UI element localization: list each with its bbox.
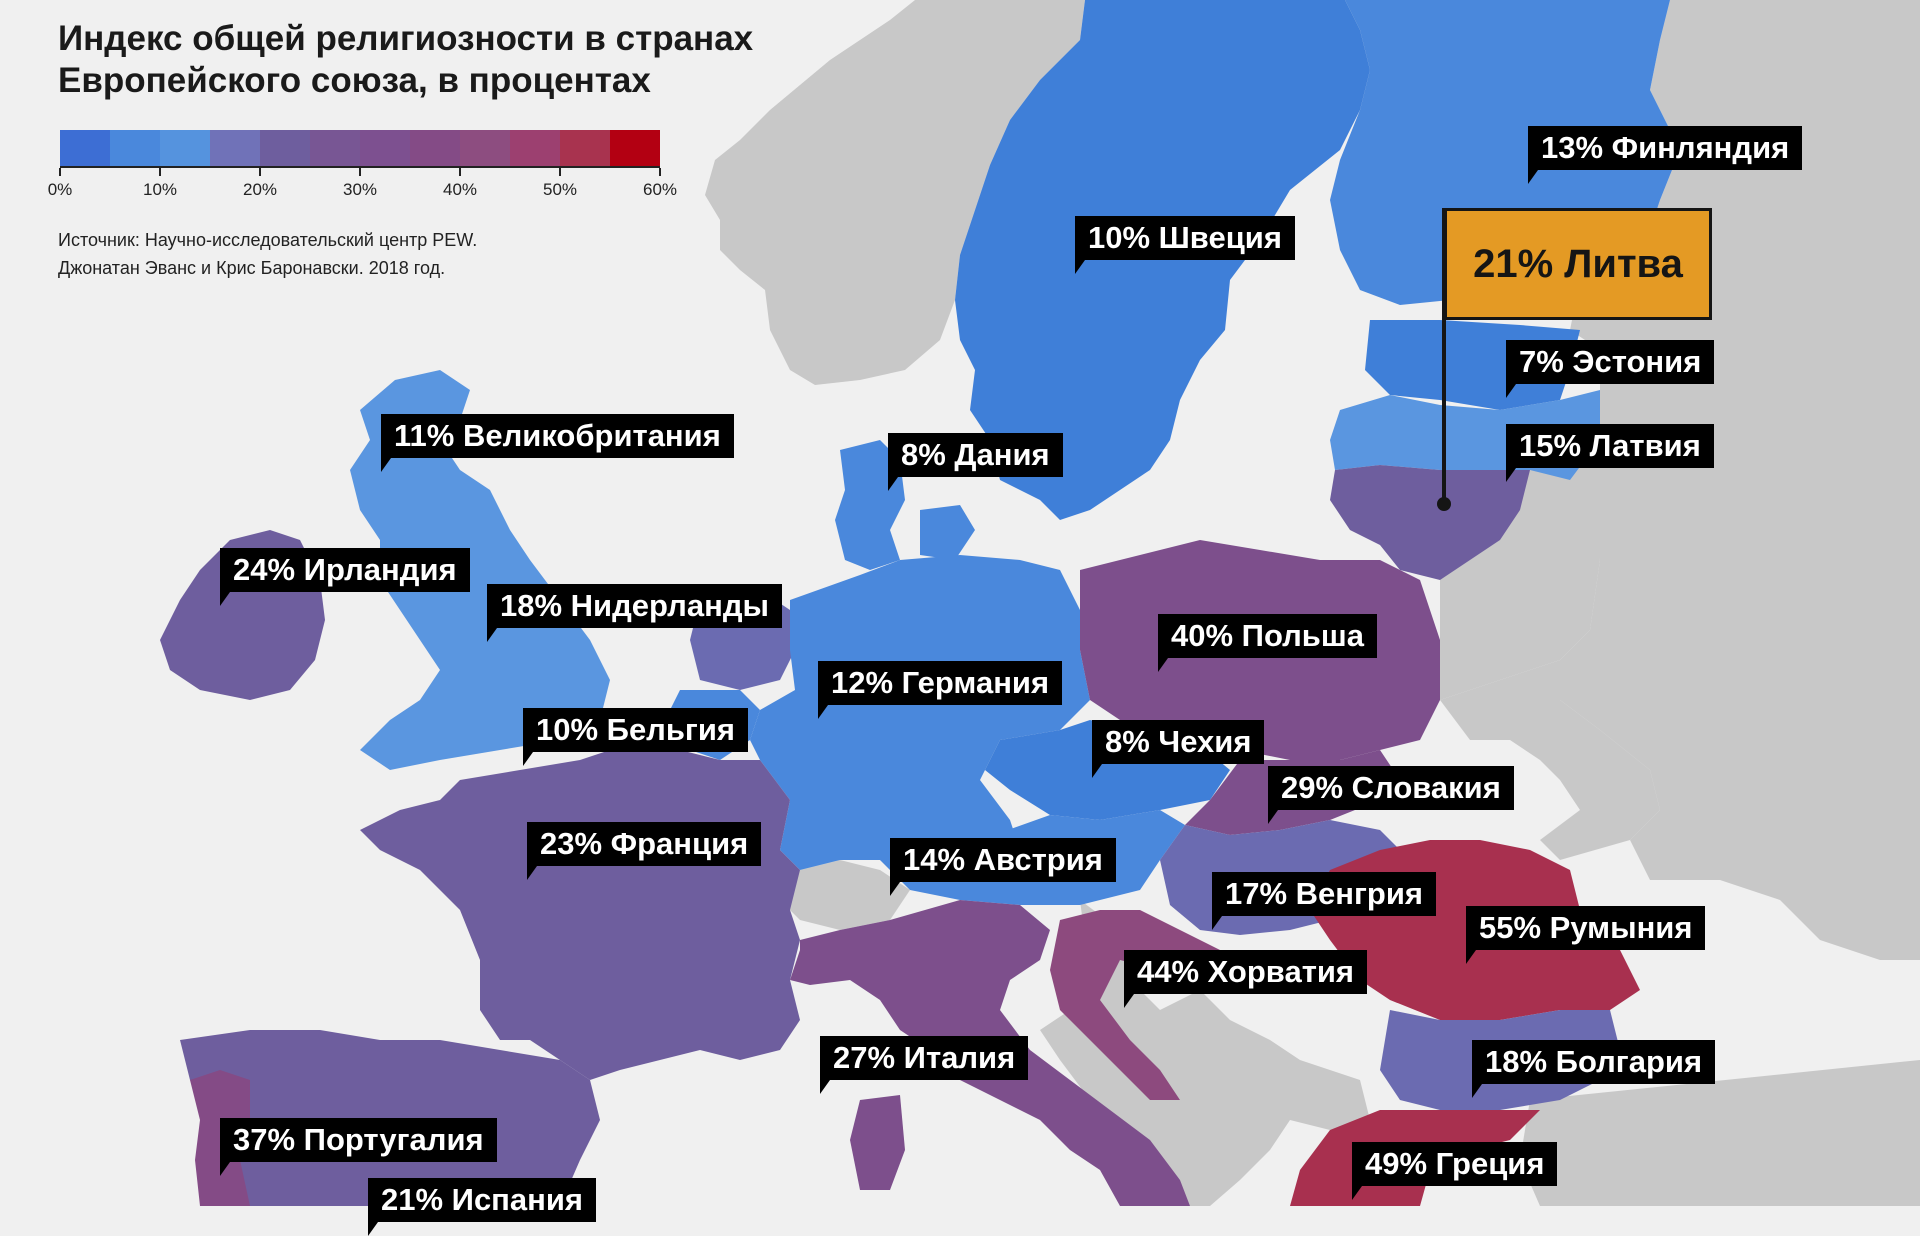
- scale-tick-label: 50%: [542, 180, 578, 199]
- label-croatia: 44% Хорватия: [1124, 950, 1368, 1008]
- scale-tick: [659, 168, 661, 176]
- scale-segment: [260, 130, 310, 166]
- label-lithuania-featured: 21% Литва: [1444, 208, 1712, 320]
- source-line-2: Джонатан Эванс и Крис Баронавски. 2018 г…: [58, 258, 446, 278]
- scale-tick-label: 30%: [342, 180, 378, 199]
- scale-segment: [610, 130, 660, 166]
- label-france: 23% Франция: [527, 822, 762, 880]
- label-uk: 11% Великобритания: [381, 414, 734, 472]
- label-denmark: 8% Дания: [888, 433, 1063, 491]
- label-belgium: 10% Бельгия: [523, 708, 748, 766]
- scale-tick-label: 40%: [442, 180, 478, 199]
- label-czechia: 8% Чехия: [1092, 720, 1265, 778]
- scale-tick: [59, 168, 61, 176]
- source-note: Источник: Научно-исследовательский центр…: [58, 226, 477, 282]
- title-line-2: Европейского союза, в процентах: [58, 61, 651, 100]
- label-bulgaria: 18% Болгария: [1472, 1040, 1716, 1098]
- color-scale-bar: [60, 130, 660, 166]
- scale-segment: [160, 130, 210, 166]
- label-spain: 21% Испания: [368, 1178, 597, 1236]
- label-ireland: 24% Ирландия: [220, 548, 470, 606]
- label-poland: 40% Польша: [1158, 614, 1377, 672]
- scale-tick-label: 0%: [47, 180, 73, 199]
- scale-tick-label: 10%: [142, 180, 178, 199]
- scale-segment: [510, 130, 560, 166]
- color-scale-legend: 0% 10% 20% 30% 40% 50% 60%: [48, 130, 677, 199]
- scale-segment: [310, 130, 360, 166]
- color-scale-axis: 0% 10% 20% 30% 40% 50% 60%: [48, 166, 677, 199]
- sweden-shape: [955, 0, 1370, 520]
- scale-tick-label: 60%: [642, 180, 678, 199]
- lithuania-shape: [1330, 465, 1530, 580]
- scale-tick: [159, 168, 161, 176]
- scale-segment: [360, 130, 410, 166]
- label-romania: 55% Румыния: [1466, 906, 1706, 964]
- label-estonia: 7% Эстония: [1506, 340, 1715, 398]
- scale-tick: [259, 168, 261, 176]
- scale-segment: [410, 130, 460, 166]
- label-sweden: 10% Швеция: [1075, 216, 1295, 274]
- switzerland-shape: [780, 860, 910, 930]
- france-shape: [360, 740, 800, 1080]
- lithuania-pin-line: [1442, 208, 1446, 508]
- scale-segment: [60, 130, 110, 166]
- germany-shape: [750, 555, 1090, 880]
- label-netherlands: 18% Нидерланды: [487, 584, 782, 642]
- label-slovakia: 29% Словакия: [1268, 766, 1514, 824]
- label-hungary: 17% Венгрия: [1212, 872, 1437, 930]
- norway-shape: [705, 0, 1085, 385]
- scale-segment: [210, 130, 260, 166]
- label-italy: 27% Италия: [820, 1036, 1029, 1094]
- source-line-1: Источник: Научно-исследовательский центр…: [58, 230, 478, 250]
- label-austria: 14% Австрия: [890, 838, 1116, 896]
- ukraine-shape: [1420, 660, 1660, 860]
- label-latvia: 15% Латвия: [1506, 424, 1714, 482]
- sardinia-shape: [850, 1095, 905, 1190]
- uk-shape: [350, 370, 610, 770]
- scale-tick: [359, 168, 361, 176]
- scale-segment: [110, 130, 160, 166]
- scale-tick-label: 20%: [242, 180, 278, 199]
- title-line-1: Индекс общей религиозности в странах: [58, 19, 754, 58]
- label-finland: 13% Финляндия: [1528, 126, 1803, 184]
- title-block: Индекс общей религиозности в странах Евр…: [58, 18, 753, 102]
- scale-tick: [459, 168, 461, 176]
- label-greece: 49% Греция: [1352, 1142, 1558, 1200]
- denmark-islands-shape: [920, 505, 975, 560]
- lithuania-pin-dot: [1437, 497, 1451, 511]
- scale-segment: [460, 130, 510, 166]
- denmark-shape: [835, 440, 905, 570]
- turkey-shape: [1520, 1060, 1920, 1206]
- scale-segment: [560, 130, 610, 166]
- scale-tick: [559, 168, 561, 176]
- non-eu-land: [705, 0, 1920, 1206]
- russia-west-shape: [1530, 0, 1920, 960]
- label-portugal: 37% Португалия: [220, 1118, 497, 1176]
- label-germany: 12% Германия: [818, 661, 1063, 719]
